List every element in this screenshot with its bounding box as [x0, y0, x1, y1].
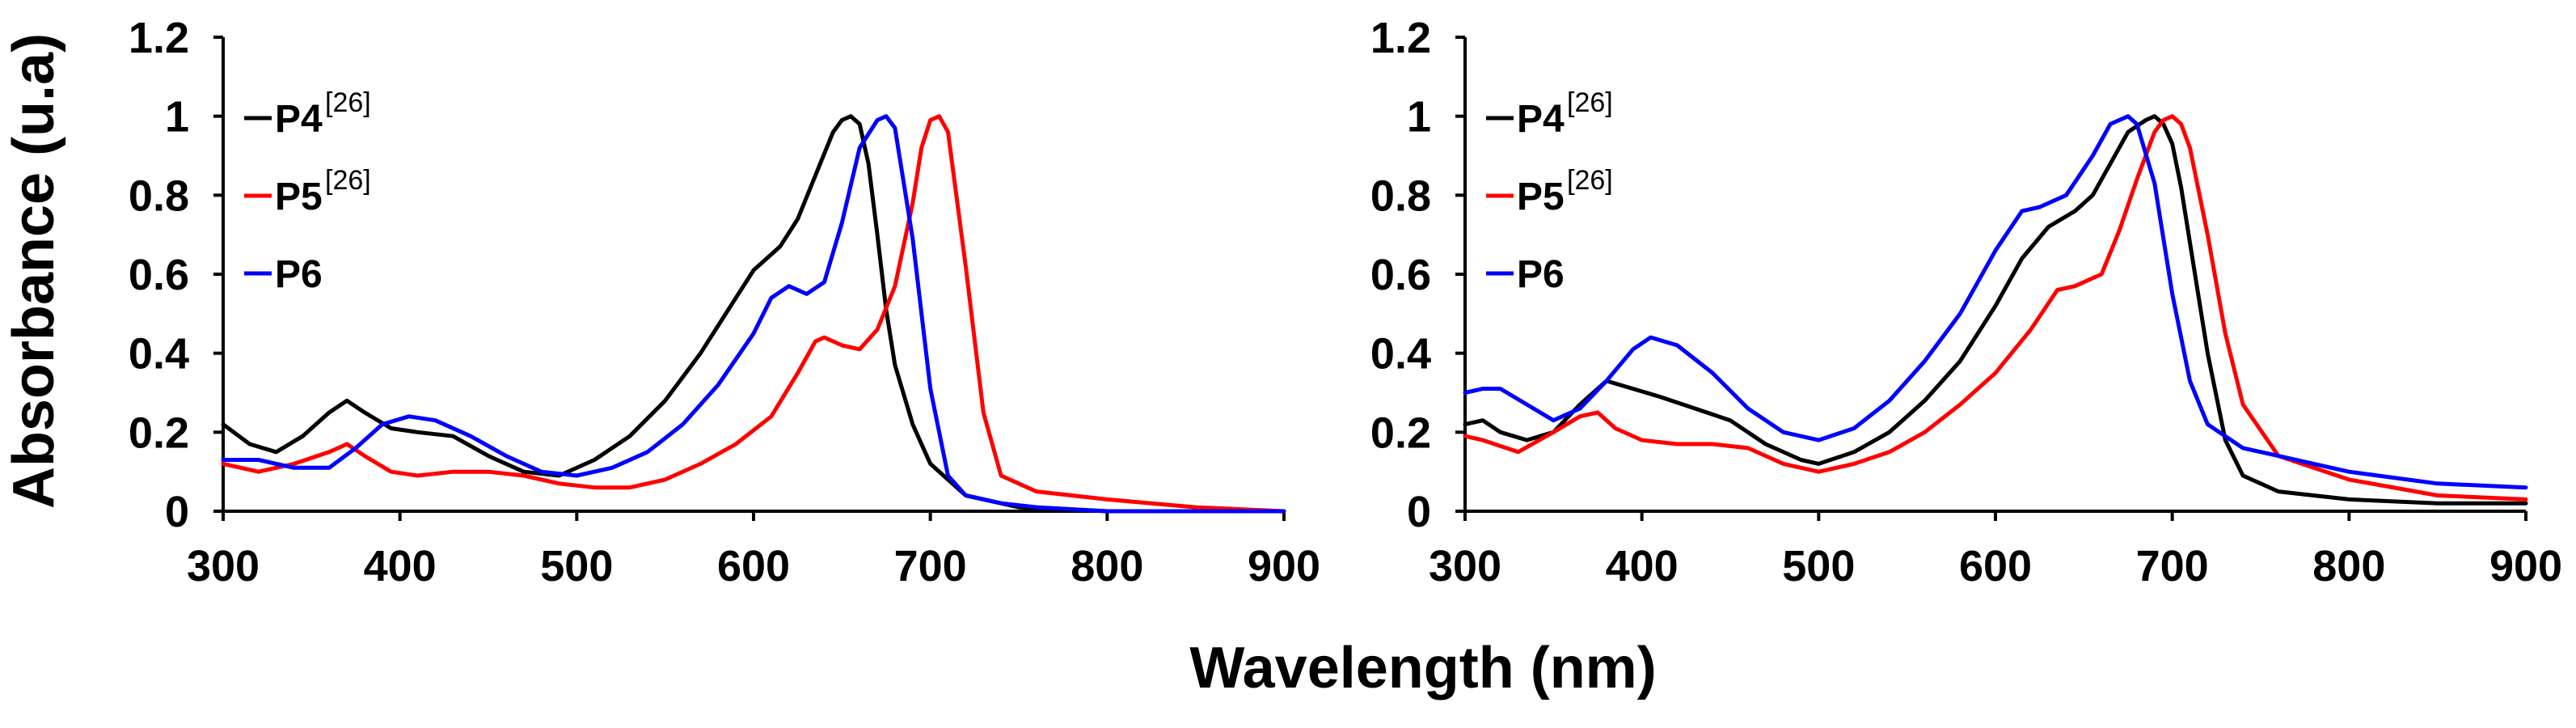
y-tick-label: 1.2 — [1370, 14, 1431, 62]
x-tick-label: 800 — [2312, 542, 2385, 590]
series-line-p4 — [1463, 114, 2528, 506]
legend-superscript: [26] — [1567, 87, 1613, 118]
x-tick-label: 500 — [540, 542, 613, 590]
y-tick-label: 0.4 — [129, 330, 189, 379]
series-line-p6 — [1463, 114, 2528, 490]
chart-panel-left: 0 0.2 0.4 0.6 0.8 1 1.2 300 400 500 600 700 800 900 P4… — [129, 14, 1320, 590]
x-tick-label: 300 — [1429, 542, 1501, 590]
y-tick-label: 0 — [1407, 488, 1431, 536]
legend-label-p6: P6 — [275, 253, 323, 296]
x-tick-label: 500 — [1782, 542, 1855, 590]
y-tick-label: 0.8 — [1370, 171, 1431, 220]
y-tick-label: 1.2 — [129, 14, 189, 62]
y-axis-title: Absorbance (u.a) — [2, 33, 66, 509]
legend-superscript: [26] — [325, 165, 371, 196]
series-line-p5 — [221, 114, 1286, 514]
x-tick-label: 600 — [717, 542, 790, 590]
series-line-p4 — [221, 114, 1286, 514]
x-tick-label: 900 — [2489, 542, 2562, 590]
y-tick-label: 1 — [1407, 93, 1431, 142]
x-tick-label: 400 — [1606, 542, 1679, 590]
legend-superscript: [26] — [1567, 165, 1613, 196]
x-tick-label: 600 — [1959, 542, 2032, 590]
x-axis-title: Wavelength (nm) — [1189, 636, 1656, 700]
y-tick-label: 0.8 — [129, 171, 189, 220]
x-tick-label: 700 — [894, 542, 967, 590]
legend-label-p5: P5 — [1517, 176, 1565, 218]
y-tick-label: 0.4 — [1370, 330, 1431, 379]
legend-label-p4: P4 — [275, 98, 323, 141]
y-tick-label: 0 — [165, 488, 189, 536]
x-tick-label: 800 — [1071, 542, 1143, 590]
chart-panel-right: 0 0.2 0.4 0.6 0.8 1 1.2 300 400 500 600 700 800 900 P4… — [1370, 14, 2562, 590]
series-line-p6 — [221, 114, 1286, 514]
legend-superscript: [26] — [325, 87, 371, 118]
legend-label-p5: P5 — [275, 176, 323, 218]
series-line-p5 — [1463, 114, 2528, 502]
x-tick-label: 700 — [2136, 542, 2209, 590]
y-tick-label: 0.2 — [1370, 408, 1431, 457]
legend-label-p6: P6 — [1517, 253, 1565, 296]
x-tick-label: 900 — [1248, 542, 1320, 590]
x-tick-label: 300 — [187, 542, 260, 590]
y-tick-label: 0.6 — [129, 251, 189, 299]
legend-label-p4: P4 — [1517, 98, 1565, 141]
y-tick-label: 0.2 — [129, 408, 189, 457]
y-tick-label: 1 — [165, 93, 189, 142]
y-tick-label: 0.6 — [1370, 251, 1431, 299]
x-tick-label: 400 — [364, 542, 437, 590]
